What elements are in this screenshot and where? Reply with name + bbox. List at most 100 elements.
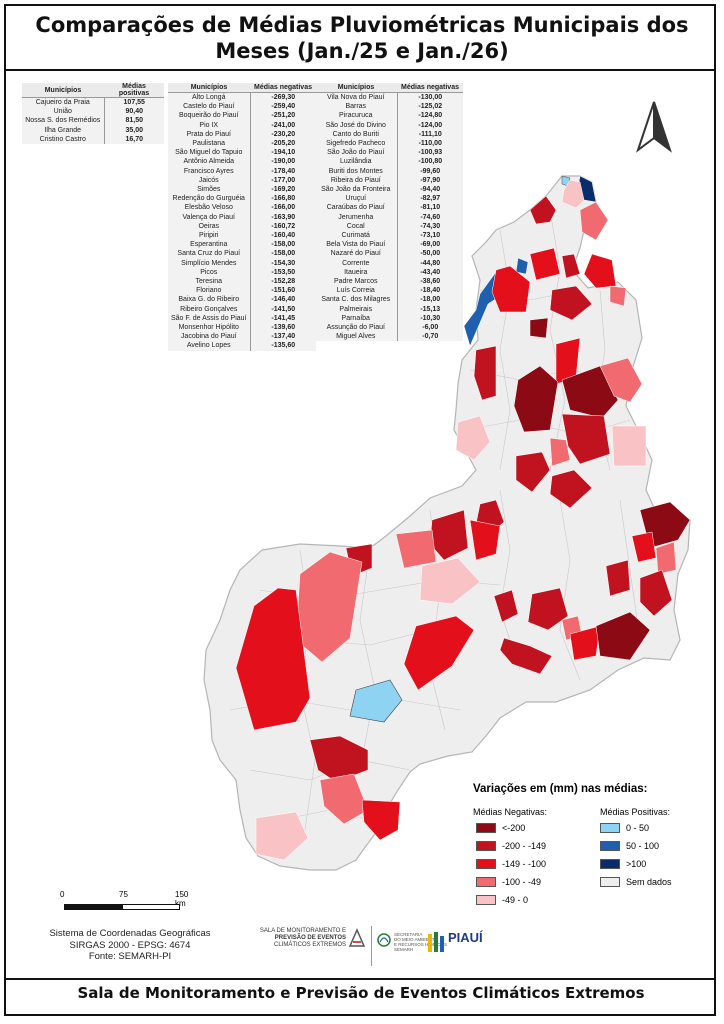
municipio-value: -205,20 — [250, 139, 316, 149]
legend-swatch — [600, 859, 620, 869]
municipio-name: Simplício Mendes — [168, 258, 251, 268]
municipio-name: Caraúbas do Piauí — [315, 203, 398, 213]
table-row: São João do Piauí -100,93 — [315, 148, 463, 158]
table-row: São João da Fronteira -94,40 — [315, 185, 463, 195]
municipality-very-neg-b — [561, 365, 619, 419]
municipality-neg5-d — [255, 811, 309, 861]
legend-item-negativas: -49 - 0 — [476, 895, 528, 905]
map-credits: Sistema de Coordenadas Geográficas SIRGA… — [30, 928, 230, 963]
municipio-value: -81,10 — [397, 203, 463, 213]
table-row: Assunção do Piauí -6,00 — [315, 323, 463, 333]
municipio-name: Uruçuí — [315, 194, 398, 204]
municipality-very-neg-d — [595, 611, 651, 661]
legend-label: -100 - -49 — [502, 877, 542, 887]
municipio-name: Curimatá — [315, 231, 398, 241]
table-row: Ribeiro Gonçalves -141,50 — [168, 304, 316, 314]
legend-swatch — [600, 841, 620, 851]
municipio-name: Jerumenha — [315, 212, 398, 222]
table-row: Barras -125,02 — [315, 102, 463, 112]
scale-segment-black — [64, 904, 122, 910]
table-negative-averages-2: Municípios Médias negativas Vila Nova do… — [315, 83, 463, 342]
municipio-name: Bela Vista do Piauí — [315, 240, 398, 250]
semarh-line-2: DO MEIO AMBIENTE — [394, 937, 438, 942]
table-row: Curimatá -73,10 — [315, 231, 463, 241]
municipio-value: -6,00 — [397, 323, 463, 333]
municipio-value: -10,30 — [397, 313, 463, 324]
municipio-name: Corrente — [315, 258, 398, 268]
legend-negative-title: Médias Negativas: — [473, 807, 548, 817]
legend-swatch — [476, 823, 496, 833]
table-row: Ribeira do Piauí -97,90 — [315, 175, 463, 186]
municipio-value: -15,13 — [397, 304, 463, 314]
municipio-name: Palmeirais — [315, 304, 398, 314]
municipio-value: -130,00 — [397, 92, 463, 103]
municipio-value: -110,00 — [397, 139, 463, 149]
municipio-value: -100,93 — [397, 148, 463, 158]
municipio-value: -153,50 — [250, 267, 316, 278]
municipio-name: Boqueirão do Piauí — [168, 111, 251, 121]
table-row: Valença do Piauí -163,90 — [168, 212, 316, 222]
municipio-value: -124,80 — [397, 111, 463, 121]
legend-item-positivas: Sem dados — [600, 877, 672, 887]
municipio-name: Avelino Lopes — [168, 341, 251, 351]
municipality-neg4-d — [549, 437, 571, 467]
table-row: Vila Nova do Piauí -130,00 — [315, 92, 463, 103]
municipality-neg3-p — [499, 637, 553, 675]
municipality-neg2-c — [561, 413, 611, 465]
municipio-value: -43,40 — [397, 267, 463, 278]
municipio-value: 90,40 — [104, 107, 164, 117]
municipality-neg3-k — [469, 519, 501, 561]
municipio-name: Luzilândia — [315, 157, 398, 167]
municipio-name: Piripiri — [168, 231, 251, 241]
municipio-value: -94,40 — [397, 185, 463, 195]
table-row: Luís Correia -18,40 — [315, 286, 463, 296]
municipio-name: Cajueiro da Praia — [22, 97, 105, 108]
sala-logo-icon — [348, 928, 366, 947]
municipality-neg2-g — [527, 587, 569, 631]
municipio-name: Barras — [315, 102, 398, 112]
table-row: Floriano -151,60 — [168, 286, 316, 296]
municipio-value: -251,20 — [250, 111, 316, 121]
governo-piaui-text: PIAUÍ — [448, 930, 483, 945]
table-row: Parnaíba -10,30 — [315, 313, 463, 324]
legend-swatch — [476, 841, 496, 851]
municipio-name: São Miguel do Tapuio — [168, 148, 251, 158]
municipality-light-neg — [561, 179, 585, 209]
municipio-name: Sigefredo Pacheco — [315, 139, 398, 149]
legend-label: -200 - -149 — [502, 841, 547, 851]
municipio-name: Nossa S. dos Remédios — [22, 116, 105, 126]
municipio-value: -124,00 — [397, 120, 463, 130]
table-row: Canto do Buriti -111,10 — [315, 129, 463, 140]
table-row: Miguel Alves -0,70 — [315, 332, 463, 342]
scale-segment-white — [122, 904, 180, 910]
municipio-value: -74,60 — [397, 212, 463, 222]
municipio-value: -50,00 — [397, 249, 463, 259]
municipio-value: -82,97 — [397, 194, 463, 204]
municipio-name: Canto do Buriti — [315, 129, 398, 140]
table-row: Cristino Castro 16,70 — [22, 134, 164, 145]
north-arrow-icon — [636, 101, 672, 153]
legend-item-negativas: <-200 — [476, 823, 525, 833]
legend-label: >100 — [626, 859, 647, 869]
table-row: Oeiras -160,72 — [168, 221, 316, 232]
municipio-name: Alto Longá — [168, 92, 251, 103]
table-row: Piracuruca -124,80 — [315, 111, 463, 121]
municipio-value: -178,40 — [250, 166, 316, 176]
municipio-name: Padre Marcos — [315, 277, 398, 287]
table-row: São F. de Assis do Piauí -141,45 — [168, 313, 316, 324]
logo-divider — [371, 926, 372, 966]
table-row: Santa C. dos Milagres -18,00 — [315, 295, 463, 305]
legend-label: -149 - -100 — [502, 859, 547, 869]
table-positive-averages: Municípios Médias positivas Cajueiro da … — [22, 83, 164, 145]
legend-label: 0 - 50 — [626, 823, 650, 833]
municipio-name: Vila Nova do Piauí — [315, 92, 398, 103]
municipio-name: Castelo do Piauí — [168, 102, 251, 112]
municipality-very-negative — [529, 195, 557, 225]
municipio-value: -135,60 — [250, 341, 316, 351]
municipality-neg5-a — [611, 425, 647, 467]
table-row: Francisco Ayres -178,40 — [168, 166, 316, 176]
municipio-value: -151,60 — [250, 286, 316, 296]
legend-swatch — [600, 823, 620, 833]
table-row: São José do Divino -124,00 — [315, 120, 463, 130]
table-row: Caraúbas do Piauí -81,10 — [315, 203, 463, 213]
